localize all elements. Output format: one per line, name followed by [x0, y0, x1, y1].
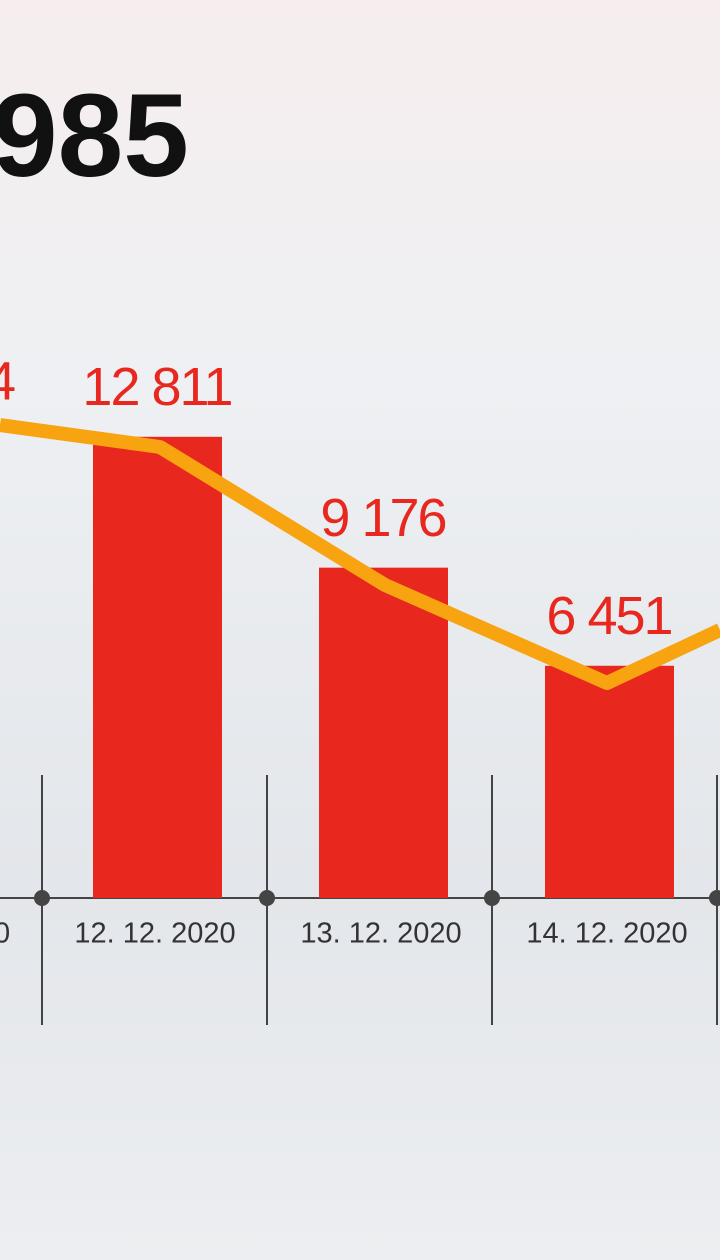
trend-line [0, 418, 720, 690]
value-label: 12 811 [82, 357, 231, 417]
bars [93, 436, 674, 898]
dot [34, 890, 50, 906]
bar [93, 436, 222, 898]
axis-dots [34, 890, 720, 906]
x-tick-label: 12. 12. 2020 [74, 918, 235, 950]
dot [709, 890, 720, 906]
partial-value-label: 4 [0, 351, 15, 411]
x-tick-label: 14. 12. 2020 [526, 918, 687, 950]
value-label: 6 451 [546, 586, 671, 646]
headline-number: 985 [0, 70, 189, 202]
dot [484, 890, 500, 906]
bar [319, 567, 448, 898]
dot [259, 890, 275, 906]
value-label: 9 176 [320, 488, 445, 548]
bar [545, 665, 674, 898]
partial-category-label: 0 [0, 918, 10, 950]
labels: 12 811 12. 12. 2020 9 176 13. 12. 2020 6 451… [74, 357, 687, 950]
x-tick-label: 13. 12. 2020 [300, 918, 461, 950]
